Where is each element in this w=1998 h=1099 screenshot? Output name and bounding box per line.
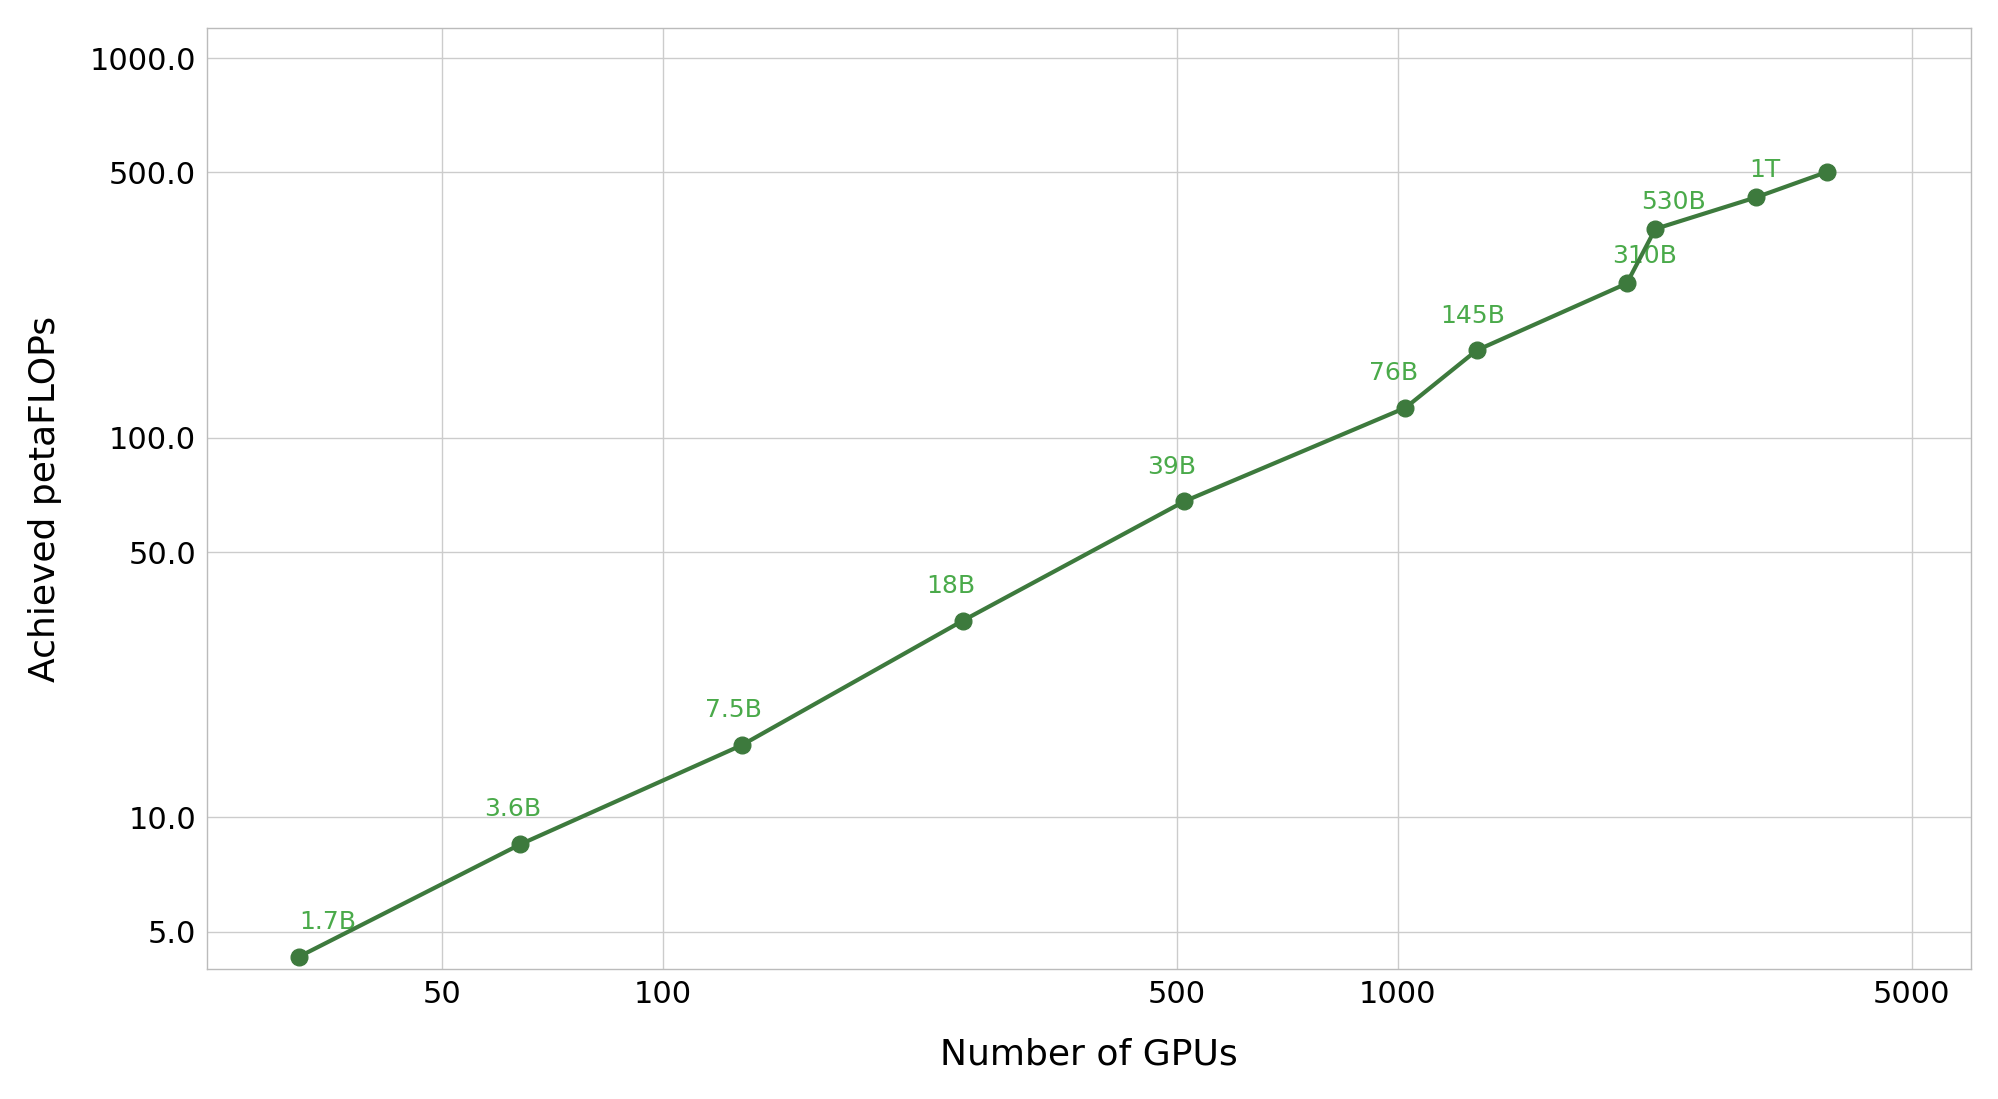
Text: 1.7B: 1.7B (300, 910, 356, 934)
Text: 530B: 530B (1640, 190, 1704, 213)
Text: 39B: 39B (1147, 455, 1197, 479)
Text: 1T: 1T (1748, 158, 1778, 182)
Text: 76B: 76B (1369, 360, 1417, 385)
Text: 310B: 310B (1610, 244, 1676, 268)
Text: 3.6B: 3.6B (484, 798, 541, 821)
X-axis label: Number of GPUs: Number of GPUs (939, 1037, 1237, 1072)
Text: 145B: 145B (1439, 303, 1504, 328)
Y-axis label: Achieved petaFLOPs: Achieved petaFLOPs (28, 315, 62, 681)
Text: 18B: 18B (925, 574, 975, 598)
Text: 7.5B: 7.5B (705, 699, 761, 722)
